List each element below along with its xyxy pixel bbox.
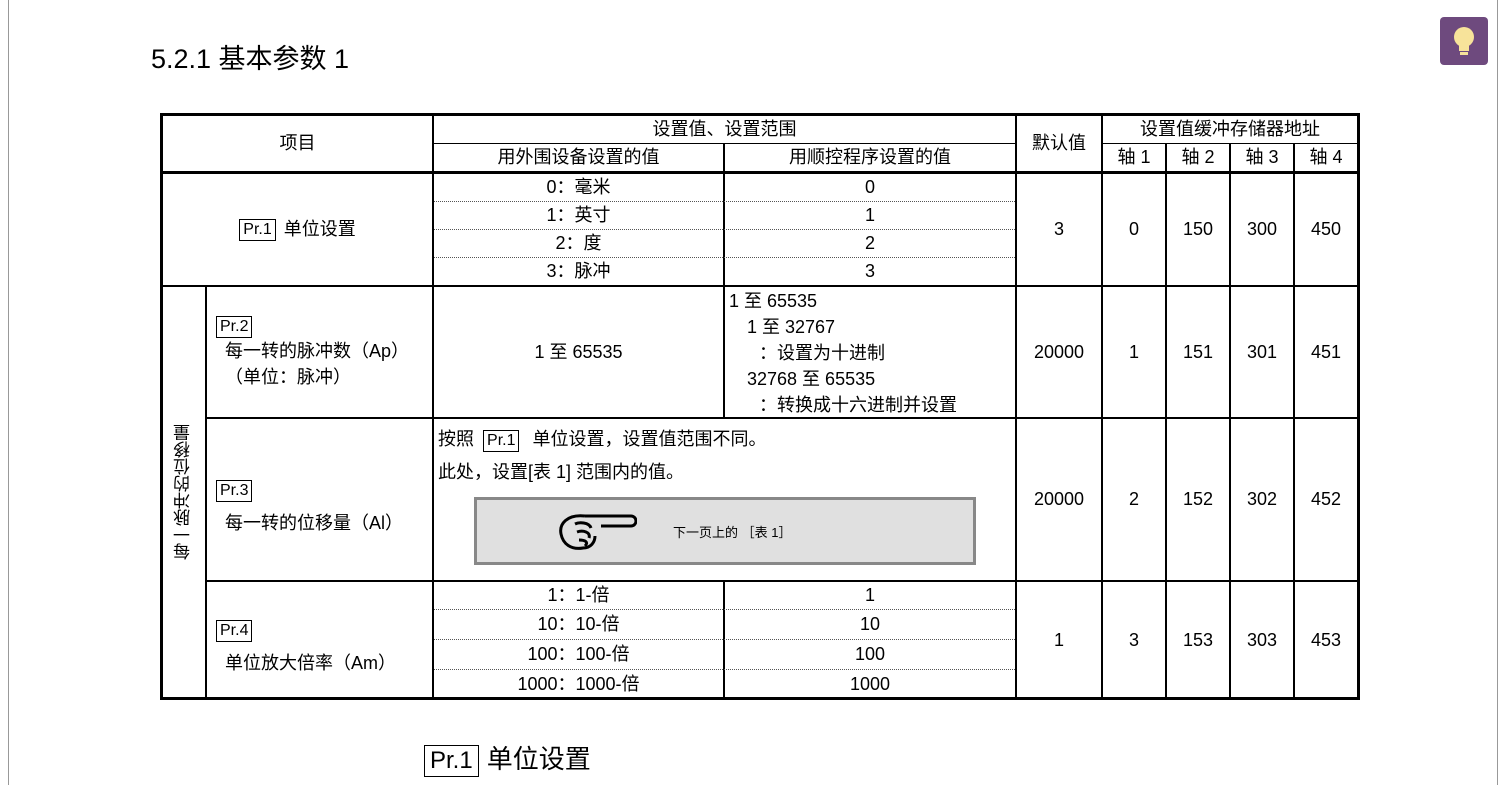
param-unit: （单位：脉冲） [225, 367, 351, 387]
row-pr3-name: Pr.3 每一转的位移量（Al） [216, 472, 403, 540]
range-line: ：设置为十进制 [759, 343, 885, 363]
subheading-text: 单位设置 [486, 744, 591, 774]
page-edge-right [1497, 0, 1498, 785]
param-tag: Pr.2 [216, 316, 253, 338]
default-value: 1 [1053, 629, 1064, 650]
param-name: 每一转的位移量（Al） [225, 513, 404, 533]
cell: 3 [864, 261, 875, 282]
address-cell: 0 [1128, 219, 1139, 240]
header-item: 项目 [279, 133, 316, 154]
table-reference-text: 下一页上的 ［表 1］ [673, 524, 792, 540]
group-label-text: 每一脉冲的位移量 [173, 424, 193, 560]
param-name: 每一转的脉冲数（Ap） [225, 341, 410, 361]
address-cell: 150 [1182, 219, 1214, 240]
note-text-2: 此处，设置[表 1] 范围内的值。 [438, 462, 685, 482]
address-cell: 300 [1246, 219, 1278, 240]
cell: 1：英寸 [546, 205, 611, 226]
cell: 1000：1000-倍 [517, 673, 640, 694]
subheading: Pr.1 单位设置 [424, 742, 591, 777]
param-tag-link[interactable]: Pr.1 [483, 430, 520, 452]
address-cell: 153 [1182, 629, 1214, 650]
header-axis-4: 轴 4 [1309, 147, 1343, 168]
cell: 10 [859, 614, 881, 635]
cell: 1000 [849, 673, 891, 694]
pointing-hand-icon [559, 514, 637, 550]
address-cell: 152 [1182, 489, 1214, 510]
hint-button[interactable] [1440, 17, 1488, 65]
header-axis-2: 轴 2 [1181, 147, 1215, 168]
address-cell: 2 [1128, 489, 1139, 510]
row-pr2-name: Pr.2 每一转的脉冲数（Ap） （单位：脉冲） [216, 312, 409, 390]
row-pr4-name: Pr.4 单位放大倍率（Am） [216, 612, 396, 680]
cell: 100 [854, 644, 886, 665]
address-cell: 301 [1246, 341, 1278, 362]
subheading-tag: Pr.1 [424, 745, 479, 777]
param-name: 单位放大倍率（Am） [225, 653, 396, 673]
cell: 100：100-倍 [527, 644, 630, 665]
cell: 1：1-倍 [547, 585, 610, 606]
param-tag: Pr.3 [216, 480, 253, 502]
address-cell: 452 [1310, 489, 1342, 510]
range-line: 1 至 65535 [729, 291, 818, 311]
header-axis-3: 轴 3 [1245, 147, 1279, 168]
cell: 2 [864, 233, 875, 254]
cell: 1 [864, 205, 875, 226]
address-cell: 302 [1246, 489, 1278, 510]
cell: 3：脉冲 [546, 261, 611, 282]
header-setting-range: 设置值、设置范围 [652, 119, 797, 140]
address-cell: 451 [1310, 341, 1342, 362]
default-value: 3 [1053, 219, 1064, 240]
header-axis-1: 轴 1 [1117, 147, 1151, 168]
param-tag: Pr.4 [216, 620, 253, 642]
address-cell: 1 [1128, 341, 1139, 362]
param-name: 单位设置 [283, 219, 356, 240]
program-range: 1 至 65535 1 至 32767 ：设置为十进制 32768 至 6553… [729, 288, 957, 418]
note-text: 按照 [438, 429, 474, 449]
header-buffer-address: 设置值缓冲存储器地址 [1140, 119, 1320, 140]
cell: 1 至 65535 [534, 341, 623, 362]
range-line: 1 至 32767 [747, 317, 836, 337]
default-value: 20000 [1033, 489, 1085, 510]
header-peripheral: 用外围设备设置的值 [497, 147, 660, 168]
range-line: ：转换成十六进制并设置 [759, 395, 957, 415]
row-pr1-name: Pr.1 单位设置 [163, 174, 432, 285]
header-program: 用顺控程序设置的值 [789, 147, 951, 168]
address-cell: 450 [1310, 219, 1342, 240]
cell: 10：10-倍 [537, 614, 620, 635]
address-cell: 303 [1246, 629, 1278, 650]
table-reference-box[interactable]: 下一页上的 ［表 1］ [474, 497, 976, 565]
default-value: 20000 [1033, 341, 1085, 362]
address-cell: 151 [1182, 341, 1214, 362]
cell: 2：度 [555, 233, 602, 254]
address-cell: 3 [1128, 629, 1139, 650]
page-edge-left [8, 0, 9, 785]
cell: 1 [864, 585, 875, 606]
group-label: 每一脉冲的位移量 [163, 287, 205, 697]
note-text: 单位设置，设置值范围不同。 [532, 429, 767, 449]
header-default: 默认值 [1032, 133, 1086, 154]
cell: 0 [864, 177, 875, 198]
range-line: 32768 至 65535 [747, 369, 876, 389]
lightbulb-icon [1454, 27, 1474, 55]
section-title: 5.2.1 基本参数 1 [151, 44, 350, 74]
cell: 0：毫米 [546, 177, 611, 198]
address-cell: 453 [1310, 629, 1342, 650]
range-note: 按照 Pr.1 单位设置，设置值范围不同。 [438, 426, 767, 452]
param-tag: Pr.1 [239, 218, 276, 241]
